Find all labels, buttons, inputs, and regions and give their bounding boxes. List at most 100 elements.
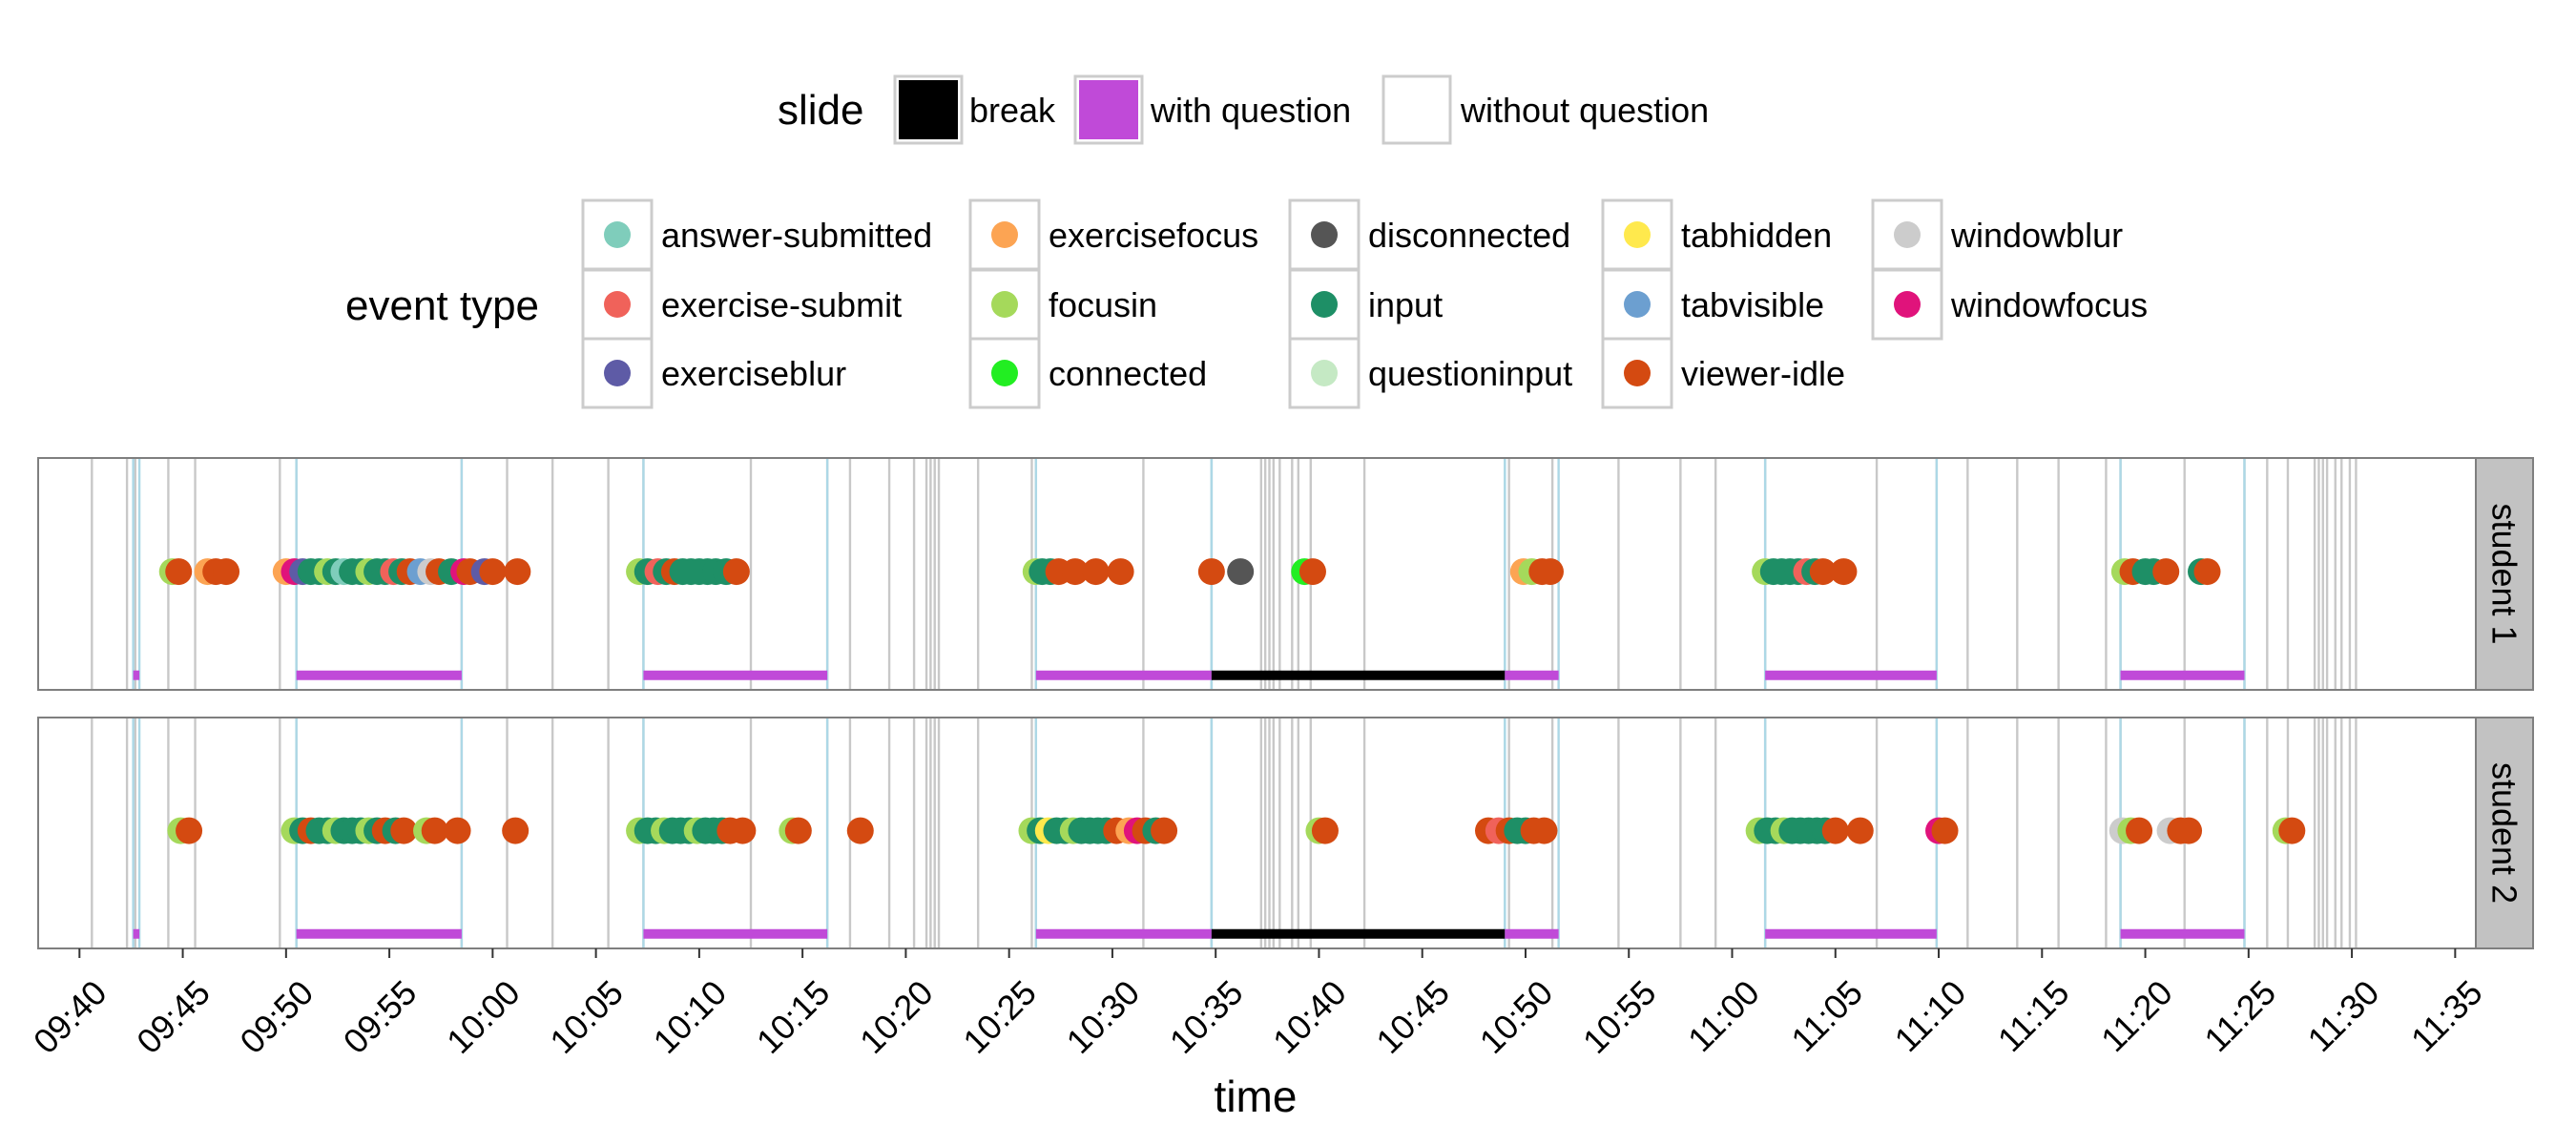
event-point-viewer-idle	[1821, 817, 1849, 844]
event-legend-marker	[1311, 291, 1338, 318]
x-tick-label: 09:55	[336, 972, 425, 1061]
slide-legend: slide break with question without questi…	[778, 74, 1709, 145]
event-point-viewer-idle	[1061, 558, 1089, 586]
x-axis: 09:40 09:45 09:50 09:55 10:00 10:05 10:10 10:15…	[26, 948, 2490, 1061]
x-tick-label: 10:05	[542, 972, 631, 1061]
x-tick-label: 09:40	[26, 972, 114, 1061]
event-point-viewer-idle	[390, 817, 418, 844]
event-point-viewer-idle	[502, 817, 530, 844]
facet-strip	[2475, 457, 2534, 691]
event-point-viewer-idle	[504, 558, 531, 586]
event-point-viewer-idle	[784, 817, 812, 844]
x-tick-label: 11:35	[2403, 972, 2490, 1059]
event-point-viewer-idle	[421, 817, 448, 844]
event-legend-item-focusin: focusin	[968, 268, 1157, 341]
event-legend-marker	[604, 360, 631, 386]
event-legend-label: windowfocus	[1950, 285, 2148, 324]
event-legend-marker	[1624, 221, 1651, 248]
event-legend-label: viewer-idle	[1681, 354, 1845, 393]
x-tick-label: 10:35	[1162, 972, 1251, 1061]
event-point-viewer-idle	[846, 817, 874, 844]
event-legend-label: disconnected	[1368, 216, 1570, 255]
event-legend-marker	[991, 291, 1018, 318]
x-tick-label: 10:00	[439, 972, 528, 1061]
event-point-viewer-idle	[2175, 817, 2203, 844]
x-tick-label: 10:50	[1472, 972, 1561, 1061]
event-legend-marker	[604, 221, 631, 248]
event-point-disconnected	[1227, 558, 1255, 586]
event-points	[158, 558, 2221, 586]
event-legend-marker	[991, 221, 1018, 248]
event-legend-marker	[991, 360, 1018, 386]
slide-legend-label-break: break	[969, 91, 1056, 130]
event-point-viewer-idle	[2193, 558, 2221, 586]
event-legend-item-tabhidden: tabhidden	[1601, 198, 1832, 271]
event-point-viewer-idle	[1530, 817, 1558, 844]
x-tick-label: 11:05	[1783, 972, 1870, 1059]
event-point-viewer-idle	[176, 817, 203, 844]
event-legend-marker	[1311, 360, 1338, 386]
x-tick-label: 11:15	[1990, 972, 2077, 1059]
x-tick-label: 10:10	[646, 972, 735, 1061]
x-axis-title: time	[1215, 1072, 1298, 1121]
event-legend-marker	[1894, 221, 1921, 248]
x-tick-label: 10:45	[1368, 972, 1457, 1061]
event-point-viewer-idle	[1846, 817, 1874, 844]
event-point-viewer-idle	[1809, 558, 1837, 586]
event-legend-key	[968, 337, 1041, 409]
event-points	[167, 817, 2306, 844]
event-point-viewer-idle	[1536, 558, 1564, 586]
event-legend-item-questioninput: questioninput	[1288, 337, 1572, 409]
event-point-viewer-idle	[729, 817, 757, 844]
event-legend-item-tabvisible: tabvisible	[1601, 268, 1824, 341]
event-legend-key	[1601, 337, 1673, 409]
x-tick-label: 11:20	[2093, 972, 2180, 1059]
x-tick-label: 11:00	[1680, 972, 1767, 1059]
x-tick-label: 10:55	[1575, 972, 1664, 1061]
event-point-viewer-idle	[1311, 817, 1339, 844]
event-legend-label: connected	[1049, 354, 1207, 393]
event-legend-item-exercisefocus: exercisefocus	[968, 198, 1258, 271]
slide-legend-key-without-question	[1381, 74, 1452, 145]
event-legend-item-viewer-idle: viewer-idle	[1601, 337, 1845, 409]
facet-strip-label: student 2	[2485, 762, 2524, 904]
event-legend-label: tabvisible	[1681, 285, 1824, 324]
event-legend-label: exercisefocus	[1049, 216, 1258, 255]
x-tick-label: 11:25	[2196, 972, 2283, 1059]
event-point-viewer-idle	[213, 558, 240, 586]
x-tick-label: 11:30	[2300, 972, 2387, 1059]
event-legend-item-answer-submitted: answer-submitted	[581, 198, 932, 271]
event-legend-item-disconnected: disconnected	[1288, 198, 1570, 271]
event-legend-label: windowblur	[1950, 216, 2123, 255]
x-tick-label: 09:45	[129, 972, 218, 1061]
event-legend-marker	[1311, 221, 1338, 248]
panel-student-1: student 1	[37, 457, 2534, 691]
slide-legend-label-with-question: with question	[1150, 91, 1351, 130]
event-point-viewer-idle	[1197, 558, 1225, 586]
event-point-viewer-idle	[2126, 817, 2153, 844]
event-legend-items: answer-submitted exercise-submit exerciseb…	[581, 198, 2148, 409]
slide-legend-swatch-with-question	[1079, 80, 1138, 139]
event-legend-item-exercise-submit: exercise-submit	[581, 268, 902, 341]
event-legend-title: event type	[345, 282, 539, 329]
event-legend-item-input: input	[1288, 268, 1443, 341]
x-tick-label: 10:25	[955, 972, 1044, 1061]
facet-strip-label: student 1	[2485, 503, 2524, 644]
x-tick-label: 10:20	[852, 972, 941, 1061]
event-legend-marker	[1624, 291, 1651, 318]
event-legend-label: questioninput	[1368, 354, 1572, 393]
event-legend-label: exercise-submit	[661, 285, 902, 324]
panel-student-2: student 2	[37, 717, 2534, 949]
event-point-viewer-idle	[1830, 558, 1858, 586]
x-tick-label: 10:15	[749, 972, 838, 1061]
event-legend-item-connected: connected	[968, 337, 1207, 409]
event-legend-label: answer-submitted	[661, 216, 932, 255]
event-point-viewer-idle	[479, 558, 507, 586]
slide-legend-label-without-question: without question	[1460, 91, 1709, 130]
event-point-viewer-idle	[1082, 558, 1110, 586]
event-point-viewer-idle	[1298, 558, 1326, 586]
event-point-viewer-idle	[1151, 817, 1178, 844]
event-legend-item-windowblur: windowblur	[1871, 198, 2123, 271]
event-legend-item-windowfocus: windowfocus	[1871, 268, 2148, 341]
